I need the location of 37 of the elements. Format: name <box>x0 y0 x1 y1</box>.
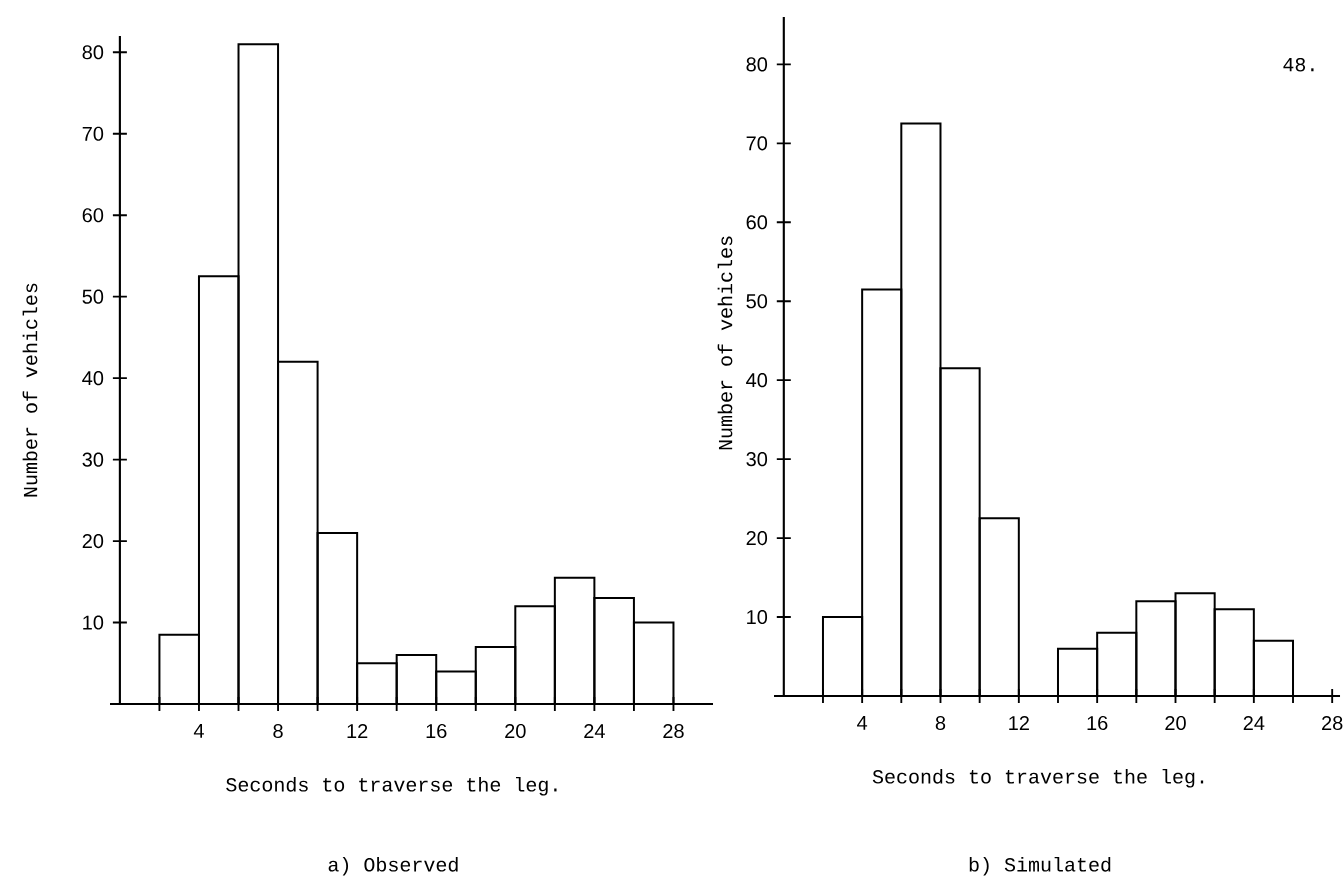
y-tick-label: 10 <box>83 615 104 630</box>
x-tick-label: 4 <box>857 715 868 730</box>
y-tick-label: 20 <box>746 531 768 546</box>
annotation: 48. <box>1283 57 1314 72</box>
x-tick-label: 16 <box>426 723 447 739</box>
y-axis-title: Number of vehicles <box>22 283 38 497</box>
y-tick-label: 40 <box>746 373 768 388</box>
x-tick-label: 24 <box>584 723 605 738</box>
y-tick-label: 80 <box>746 57 768 72</box>
y-tick-label: 70 <box>746 136 768 151</box>
x-axis-title: Seconds to traverse the leg. <box>226 776 557 796</box>
x-tick-label: 28 <box>1322 715 1343 731</box>
y-tick-label: 30 <box>746 452 768 467</box>
x-tick-label: 8 <box>935 715 946 731</box>
x-tick-label: 28 <box>663 723 684 739</box>
x-tick-label: 20 <box>505 723 526 739</box>
x-tick-label: 8 <box>273 723 283 739</box>
y-tick-label: 60 <box>82 208 104 223</box>
text: a) Observed <box>328 856 458 876</box>
x-tick-label: 4 <box>193 723 204 738</box>
y-tick-label: 20 <box>82 533 104 549</box>
x-tick-label: 20 <box>1165 715 1186 731</box>
y-tick-label: 50 <box>82 289 104 304</box>
x-tick-label: 16 <box>1087 715 1108 731</box>
y-tick-label: 60 <box>746 215 768 230</box>
y-tick-label: 80 <box>82 45 104 60</box>
y-tick-label: 70 <box>82 126 104 141</box>
x-axis-title: Seconds to traverse the leg. <box>872 768 1204 788</box>
y-tick-label: 50 <box>746 294 768 309</box>
y-tick-label: 10 <box>747 609 768 625</box>
y-tick-label: 40 <box>82 371 104 386</box>
x-tick-label: 24 <box>1243 715 1265 730</box>
y-tick-label: 30 <box>82 452 104 467</box>
text: b) Simulated <box>969 856 1111 876</box>
x-tick-label: 12 <box>347 723 368 738</box>
y-axis-title: Number of vehicles <box>717 236 733 450</box>
x-tick-label: 12 <box>1009 715 1029 730</box>
